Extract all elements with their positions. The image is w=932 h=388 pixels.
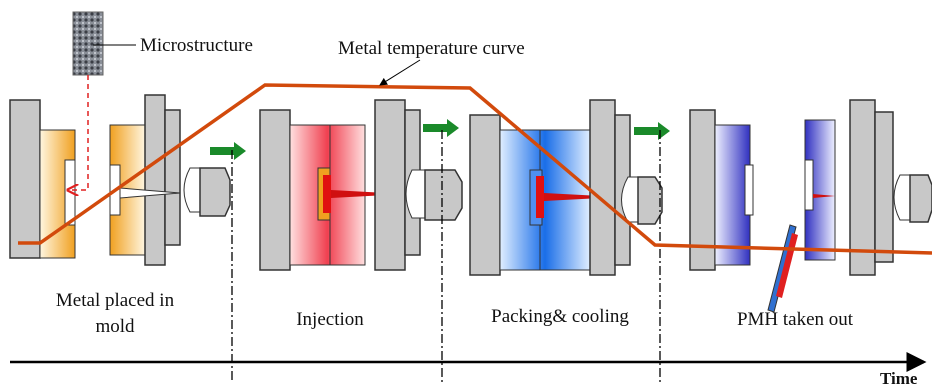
- time-label: Time: [880, 369, 918, 388]
- stage-label: Packing& cooling: [491, 306, 629, 327]
- curve-label: Metal temperature curve: [338, 38, 525, 59]
- diagram: Microstructure Metal temperature curve T…: [0, 0, 932, 388]
- stage-label: Metal placed in: [56, 290, 175, 311]
- microstructure-label: Microstructure: [140, 35, 253, 56]
- stage-4: [690, 100, 932, 312]
- stage-3: [470, 100, 662, 275]
- curve-pointer: [380, 60, 420, 85]
- stage-label: mold: [95, 316, 135, 337]
- stage-label: Injection: [296, 309, 364, 330]
- stage-label: PMH taken out: [737, 309, 854, 330]
